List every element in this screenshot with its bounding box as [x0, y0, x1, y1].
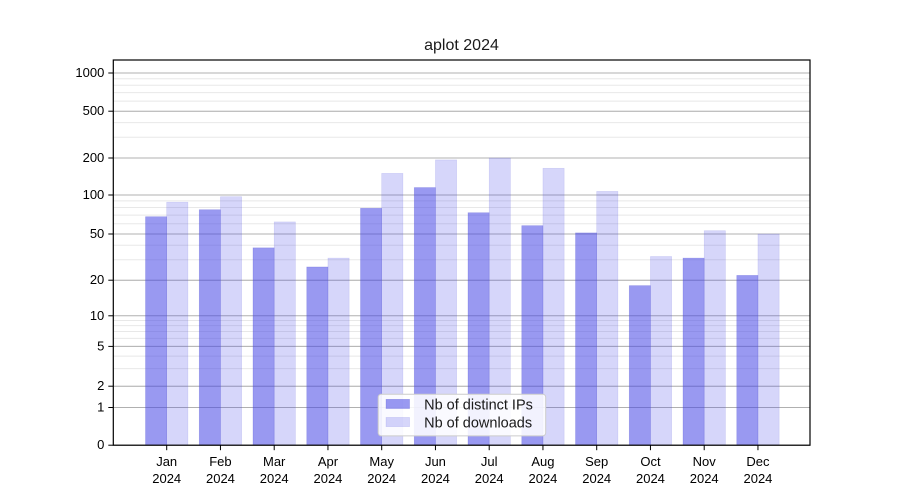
svg-text:1000: 1000: [75, 65, 104, 80]
svg-text:Dec: Dec: [746, 454, 770, 469]
svg-text:Mar: Mar: [263, 454, 286, 469]
svg-text:2024: 2024: [313, 471, 342, 486]
svg-text:Nb of distinct IPs: Nb of distinct IPs: [424, 398, 533, 414]
svg-text:2024: 2024: [152, 471, 181, 486]
svg-text:Jan: Jan: [156, 454, 177, 469]
svg-text:Aug: Aug: [531, 454, 554, 469]
svg-text:0: 0: [97, 437, 104, 452]
svg-text:Sep: Sep: [585, 454, 608, 469]
svg-text:Jul: Jul: [481, 454, 498, 469]
svg-text:20: 20: [90, 272, 104, 287]
svg-text:Oct: Oct: [640, 454, 661, 469]
svg-text:2024: 2024: [475, 471, 504, 486]
svg-text:2024: 2024: [582, 471, 611, 486]
svg-text:2024: 2024: [528, 471, 557, 486]
svg-text:2024: 2024: [206, 471, 235, 486]
svg-text:10: 10: [90, 308, 104, 323]
svg-text:1: 1: [97, 400, 104, 415]
svg-text:Jun: Jun: [425, 454, 446, 469]
svg-text:2024: 2024: [260, 471, 289, 486]
svg-text:100: 100: [83, 187, 105, 202]
svg-text:Apr: Apr: [318, 454, 339, 469]
svg-text:2024: 2024: [367, 471, 396, 486]
svg-text:50: 50: [90, 226, 104, 241]
svg-text:2024: 2024: [690, 471, 719, 486]
svg-text:Feb: Feb: [209, 454, 231, 469]
svg-text:5: 5: [97, 338, 104, 353]
svg-text:Nov: Nov: [693, 454, 717, 469]
svg-text:200: 200: [83, 150, 105, 165]
svg-text:2024: 2024: [421, 471, 450, 486]
svg-text:2024: 2024: [743, 471, 772, 486]
svg-text:Nb of downloads: Nb of downloads: [424, 416, 532, 432]
svg-text:2024: 2024: [636, 471, 665, 486]
svg-text:2: 2: [97, 378, 104, 393]
svg-text:500: 500: [83, 103, 105, 118]
svg-text:aplot 2024: aplot 2024: [424, 37, 499, 54]
svg-text:May: May: [369, 454, 394, 469]
